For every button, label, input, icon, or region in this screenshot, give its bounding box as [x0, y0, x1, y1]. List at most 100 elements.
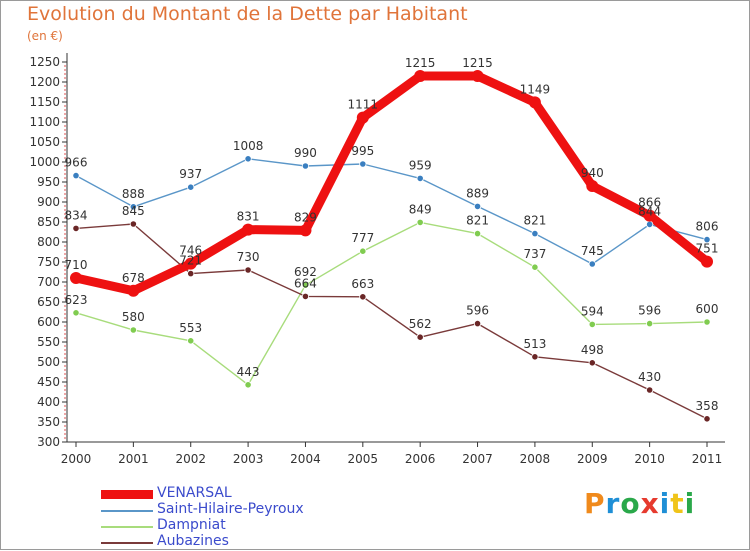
data-label: 1215	[405, 56, 436, 70]
data-label: 600	[696, 302, 719, 316]
data-label: 1215	[462, 56, 493, 70]
series-line	[75, 221, 708, 386]
data-label: 940	[581, 166, 604, 180]
data-label: 358	[696, 399, 719, 413]
logo-letter: x	[640, 487, 660, 520]
data-label: 777	[351, 231, 374, 245]
y-tick-label: 950	[37, 175, 60, 189]
data-point	[244, 266, 252, 274]
y-tick-label: 1200	[29, 75, 60, 89]
data-point	[359, 293, 367, 301]
y-tick-label: 750	[37, 255, 60, 269]
y-tick-label: 1100	[29, 115, 60, 129]
data-point	[184, 257, 197, 270]
data-label: 866	[638, 196, 661, 210]
data-label: 562	[409, 317, 432, 331]
y-tick-label: 700	[37, 275, 60, 289]
data-point	[301, 292, 310, 300]
data-label: 845	[122, 204, 145, 218]
data-point	[416, 218, 424, 226]
y-tick-label: 450	[37, 375, 60, 389]
data-label: 580	[122, 310, 145, 324]
data-point	[129, 203, 137, 211]
data-point	[646, 386, 654, 394]
data-point	[528, 96, 541, 109]
data-label: 829	[294, 210, 317, 224]
data-point	[244, 155, 252, 163]
x-tick-label: 2005	[348, 452, 379, 466]
data-point	[244, 381, 252, 389]
data-label: 596	[466, 304, 489, 318]
data-point	[72, 172, 80, 180]
chart-subtitle: (en €)	[27, 29, 63, 43]
data-point	[588, 320, 596, 328]
data-label: 663	[351, 277, 374, 291]
data-point	[301, 162, 310, 170]
data-label: 513	[523, 337, 546, 351]
y-tick-label: 650	[37, 295, 60, 309]
data-label: 806	[696, 220, 719, 234]
data-point	[187, 269, 195, 278]
y-tick-label: 500	[37, 355, 60, 369]
data-point	[301, 281, 310, 289]
data-point	[416, 174, 424, 182]
data-point	[129, 220, 137, 228]
data-label: 664	[294, 276, 317, 290]
data-point	[643, 209, 656, 222]
data-label: 596	[638, 304, 661, 318]
data-point	[473, 319, 482, 328]
y-tick-label: 850	[37, 215, 60, 229]
data-point	[299, 224, 312, 237]
data-point	[72, 224, 80, 232]
legend-label: VENARSAL	[157, 485, 232, 501]
legend-swatch	[101, 542, 153, 544]
data-point	[72, 309, 80, 317]
data-label: 746	[179, 244, 202, 258]
series-line	[75, 158, 708, 265]
data-label: 594	[581, 304, 604, 318]
data-label: 678	[122, 271, 145, 285]
data-point	[588, 359, 596, 367]
data-label: 889	[466, 186, 489, 200]
data-point	[70, 272, 82, 284]
x-tick-label: 2000	[61, 452, 92, 466]
x-tick-label: 2001	[118, 452, 149, 466]
data-point	[187, 337, 195, 345]
legend-label: Saint-Hilaire-Peyroux	[157, 501, 304, 517]
x-tick-label: 2007	[462, 452, 493, 466]
data-label: 737	[523, 247, 546, 261]
data-point	[588, 260, 596, 268]
series-line	[71, 71, 712, 296]
data-point	[416, 333, 424, 341]
data-point	[703, 415, 711, 423]
data-point	[703, 318, 711, 326]
data-point	[356, 111, 369, 124]
data-label: 1149	[520, 82, 551, 96]
data-point	[473, 202, 482, 210]
x-tick-label: 2002	[175, 452, 206, 466]
data-point	[414, 70, 427, 82]
data-label: 745	[581, 244, 604, 258]
data-point	[129, 326, 137, 334]
x-tick-label: 2004	[290, 452, 321, 466]
data-point	[187, 183, 195, 191]
logo-letter: t	[670, 487, 685, 520]
data-label: 990	[294, 146, 317, 160]
data-label: 995	[351, 144, 374, 158]
y-tick-label: 550	[37, 335, 60, 349]
y-tick-label: 900	[37, 195, 60, 209]
data-point	[359, 247, 367, 255]
data-label: 821	[523, 214, 546, 228]
data-label: 849	[409, 202, 432, 216]
x-tick-label: 2011	[692, 452, 723, 466]
series-line	[75, 223, 708, 420]
x-tick-label: 2006	[405, 452, 436, 466]
data-point	[703, 236, 711, 244]
data-point	[471, 70, 484, 82]
data-point	[359, 160, 367, 168]
data-label: 498	[581, 343, 604, 357]
x-tick-label: 2003	[233, 452, 264, 466]
data-label: 1008	[233, 139, 264, 153]
legend-swatch	[101, 490, 153, 499]
